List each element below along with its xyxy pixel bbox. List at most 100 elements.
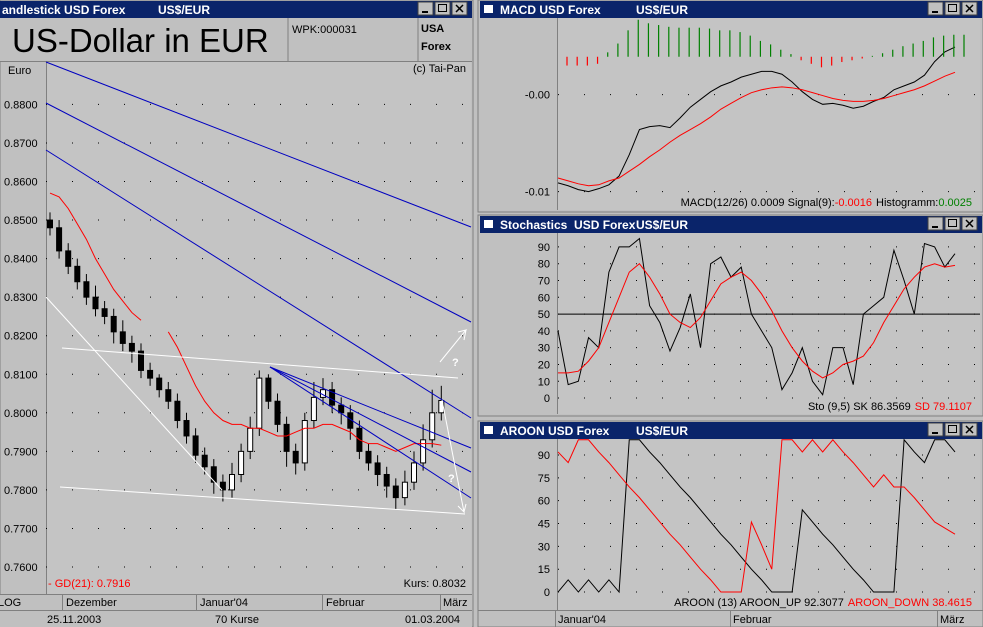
window-button[interactable] [927, 216, 944, 231]
legend-entry: Histogramm: [876, 197, 938, 209]
legend-entry: Sto (9,5) SK 86.3569 [808, 401, 911, 413]
month-label: März [443, 597, 467, 609]
window-title: andlestick USD Forex [2, 3, 126, 17]
legend: MACD(12/26) 0.0009 Signal(9):-0.0016 Hist… [681, 197, 972, 209]
y-tick-label: 70 [538, 276, 550, 288]
plot-area [558, 439, 980, 610]
y-tick-label: 50 [538, 309, 550, 321]
y-tick-label: 30 [538, 343, 550, 355]
plot-area [46, 62, 471, 594]
month-label: Februar [326, 597, 365, 609]
copyright: (c) Tai-Pan [413, 63, 466, 75]
candle-body [83, 281, 90, 298]
x-tick-label: Februar [733, 614, 772, 626]
plot: 0.7600 0.7700 0.7800 0.7900 0.8000 0.8100 0.82… [4, 99, 471, 574]
legend-entry: AROON (13) AROON_UP 92.3077 [674, 597, 844, 609]
trend-line [59, 486, 466, 515]
title-bar [480, 422, 982, 439]
plot-area [558, 233, 980, 414]
candle-body [174, 400, 181, 422]
candle-body [429, 412, 436, 441]
button-icon [455, 4, 464, 13]
y-tick-label: 0.8800 [4, 99, 38, 111]
y-tick-label: 0.8400 [4, 254, 38, 266]
price-label: Kurs: 0.8032 [404, 578, 466, 590]
indicator-line [557, 438, 956, 594]
ma-line [49, 192, 142, 321]
month-label: Dezember [66, 597, 117, 609]
y-tick-label: 75 [538, 473, 550, 485]
window-button[interactable] [944, 1, 961, 16]
candle-body [401, 481, 408, 499]
window-button[interactable] [944, 216, 961, 231]
window-button[interactable] [927, 422, 944, 437]
candle-body [338, 404, 345, 414]
candle-body [101, 308, 108, 317]
trend-line [269, 366, 472, 473]
candle-body [238, 450, 245, 475]
window-symbol: US$/EUR [636, 3, 688, 17]
y-tick-label: 0.8300 [4, 292, 38, 304]
candle-body [219, 481, 226, 491]
window-title: AROON USD Forex [500, 424, 610, 438]
candle-body [411, 462, 417, 483]
trend-line [61, 347, 459, 379]
heading: US-Dollar in EUR [12, 22, 269, 59]
y-tick-label: 0.8600 [4, 177, 38, 189]
window-title: MACD USD Forex [500, 3, 601, 17]
candle-body [210, 466, 217, 483]
candle-body [138, 350, 144, 371]
button-icon [965, 425, 974, 434]
window-title: Stochastics USD Forex [500, 218, 636, 232]
button-icon [948, 4, 957, 12]
y-tick-label: 0 [544, 393, 550, 405]
window-button[interactable] [944, 422, 961, 437]
candle-body [229, 473, 235, 491]
candle-body [74, 265, 81, 283]
ma-label: - GD(21): 0.7916 [48, 578, 131, 590]
indicator-line [557, 237, 956, 396]
window-icon [484, 426, 493, 434]
candle-body [392, 485, 399, 499]
y-tick-label: 0.7900 [4, 446, 38, 458]
y-tick-label: 0.7800 [4, 485, 38, 497]
start-date: 25.11.2003 [47, 614, 101, 626]
y-tick-label: 90 [538, 242, 550, 254]
indicator-line [557, 46, 956, 193]
legend: AROON (13) AROON_UP 92.3077 AROON_DOWN 38… [674, 597, 972, 609]
y-tick-label: 15 [538, 564, 550, 576]
candle-body [56, 227, 63, 252]
candle-body [329, 389, 336, 406]
y-tick-label: 80 [538, 259, 550, 271]
count: 70 Kurse [215, 614, 259, 626]
window-button[interactable] [417, 1, 434, 16]
window-button[interactable] [434, 1, 451, 16]
candle-body [65, 250, 72, 267]
y-tick-label: -0.01 [525, 187, 550, 199]
candle-body [256, 377, 263, 429]
window-icon [484, 5, 493, 13]
candle-body [147, 369, 154, 379]
market: Forex [421, 41, 452, 53]
y-tick-label: 30 [538, 541, 550, 553]
legend-entry: -0.0016 [835, 197, 872, 209]
y-tick-label: -0.00 [525, 90, 550, 102]
window-button[interactable] [927, 1, 944, 16]
arrow [439, 329, 468, 363]
x-tick-label: Januar'04 [558, 614, 606, 626]
window-icon [484, 220, 493, 228]
candle-body [283, 423, 290, 452]
candle-body [47, 219, 53, 229]
y-tick-label: 0.7600 [4, 562, 38, 574]
indicator-line [558, 263, 956, 379]
candle-body [201, 454, 208, 468]
candle-body [192, 435, 199, 456]
trend-lines [45, 61, 472, 515]
y-tick-label: 0.8700 [4, 138, 38, 150]
end-date: 01.03.2004 [405, 614, 460, 626]
button-icon [965, 219, 974, 228]
y-tick-label: 0 [544, 587, 550, 599]
y-tick-label: 10 [538, 376, 550, 388]
indicator-line [557, 438, 956, 593]
